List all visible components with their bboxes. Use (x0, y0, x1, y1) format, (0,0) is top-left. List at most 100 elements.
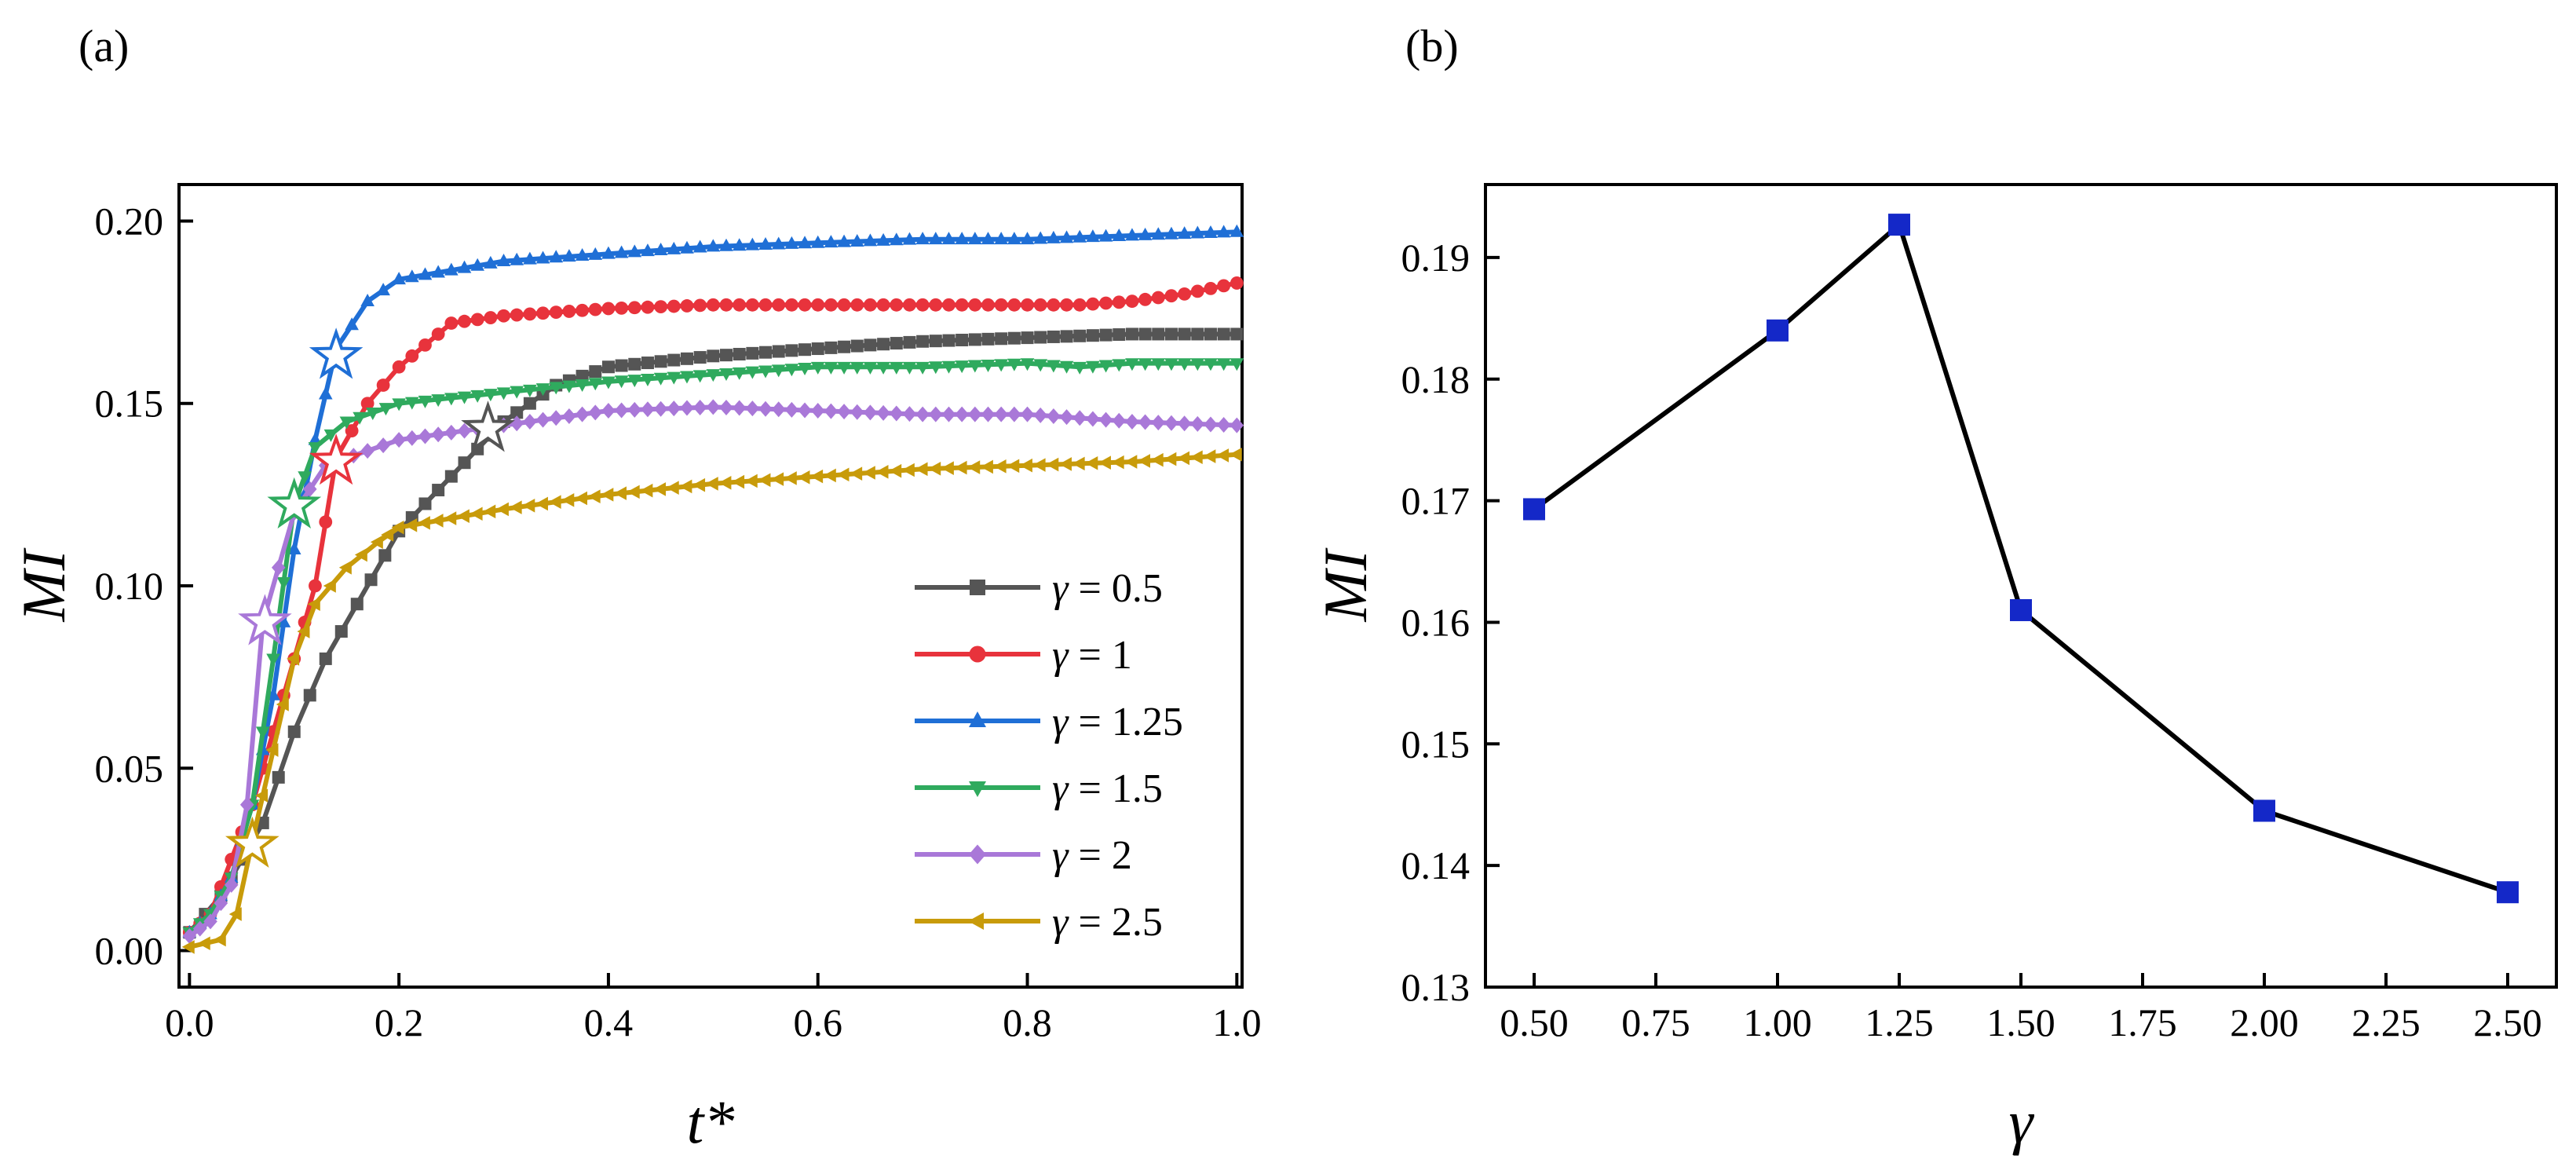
data-point (1086, 329, 1099, 342)
legend-label-gamma: γ (1052, 900, 1069, 945)
data-point (719, 298, 733, 312)
data-point (968, 333, 981, 346)
chart-a: 0.0 0.2 0.4 0.6 0.8 1.0 0.00 0.05 0.10 0.15 0.20 t*… (9, 183, 1262, 1156)
data-point (1086, 297, 1100, 311)
data-point (510, 406, 524, 419)
data-point (588, 302, 602, 316)
data-point (418, 338, 432, 352)
data-point (575, 379, 590, 392)
data-point (850, 339, 864, 353)
data-point (575, 247, 590, 261)
data-point (323, 579, 336, 593)
y-tick-label-b: 0.19 (1401, 236, 1471, 280)
data-point (1125, 358, 1139, 371)
data-point (404, 517, 418, 532)
data-point (1098, 360, 1113, 373)
data-point (203, 913, 217, 930)
y-tick-label-b: 0.15 (1401, 722, 1471, 766)
y-tick-label-a: 0.20 (95, 199, 164, 243)
data-point (941, 232, 956, 245)
data-point (838, 340, 851, 353)
data-point-b (1523, 498, 1545, 521)
x-tick-label-a: 0.4 (584, 1000, 634, 1044)
legend-marker (969, 781, 986, 797)
data-point (1098, 411, 1113, 428)
data-point (615, 359, 628, 372)
data-point (955, 406, 969, 422)
data-point (1138, 358, 1153, 371)
data-point (574, 491, 587, 506)
x-tick-label-a: 0.8 (1003, 1000, 1052, 1044)
data-point (680, 352, 693, 365)
data-point (640, 483, 653, 498)
legend-label-gamma: γ (1052, 766, 1069, 811)
data-point (1190, 358, 1205, 371)
data-point (1216, 448, 1230, 463)
data-point (470, 507, 483, 521)
data-point (654, 300, 668, 314)
data-point (1021, 298, 1034, 312)
data-point (745, 298, 759, 312)
data-point (1151, 415, 1166, 431)
data-point (1216, 358, 1231, 371)
data-point (915, 462, 928, 477)
data-point (1072, 456, 1085, 471)
data-point (746, 346, 759, 360)
data-point (929, 298, 943, 312)
data-point (1059, 230, 1074, 243)
data-point (364, 573, 378, 587)
data-point (418, 395, 433, 408)
data-point (615, 301, 629, 315)
data-point (653, 372, 668, 386)
data-point (614, 245, 629, 258)
data-point (562, 305, 576, 318)
data-point (824, 361, 839, 375)
data-point (876, 404, 890, 421)
data-point (980, 459, 993, 474)
data-point (902, 232, 917, 245)
data-point (1230, 224, 1244, 237)
legend-label-value: = 1.5 (1069, 766, 1163, 811)
data-point (916, 335, 930, 348)
data-point (1060, 298, 1073, 312)
data-point (680, 240, 694, 254)
data-point (458, 456, 471, 470)
data-point (772, 298, 786, 312)
data-point (627, 244, 642, 258)
data-point (1164, 289, 1178, 303)
data-point (549, 382, 564, 395)
data-point (1007, 331, 1021, 345)
data-point (797, 470, 810, 485)
data-point (614, 486, 627, 500)
data-point (535, 383, 550, 397)
data-point (1204, 358, 1218, 371)
data-point (929, 406, 943, 422)
y-tick-label-b: 0.18 (1401, 357, 1471, 401)
data-point (824, 403, 839, 419)
data-point (302, 481, 317, 497)
data-point (549, 250, 564, 263)
data-point (287, 725, 301, 738)
y-tick-label-b: 0.17 (1401, 479, 1471, 523)
data-point (509, 500, 522, 514)
data-point (981, 298, 995, 312)
data-point (706, 369, 721, 382)
data-point (942, 334, 955, 347)
data-point (1177, 451, 1190, 466)
data-point (824, 298, 838, 312)
data-point (850, 233, 864, 247)
data-point (850, 466, 863, 481)
data-point (902, 406, 917, 422)
data-point (889, 361, 904, 375)
data-point (810, 235, 825, 248)
data-point (1216, 225, 1231, 238)
data-point (1113, 328, 1126, 342)
data-point (824, 341, 838, 354)
data-point-b (2497, 881, 2519, 904)
data-point (484, 389, 498, 402)
data-point (744, 474, 758, 488)
data-point-b (2253, 799, 2275, 822)
data-point (255, 788, 269, 803)
data-point (1151, 227, 1166, 240)
data-point (417, 516, 430, 530)
